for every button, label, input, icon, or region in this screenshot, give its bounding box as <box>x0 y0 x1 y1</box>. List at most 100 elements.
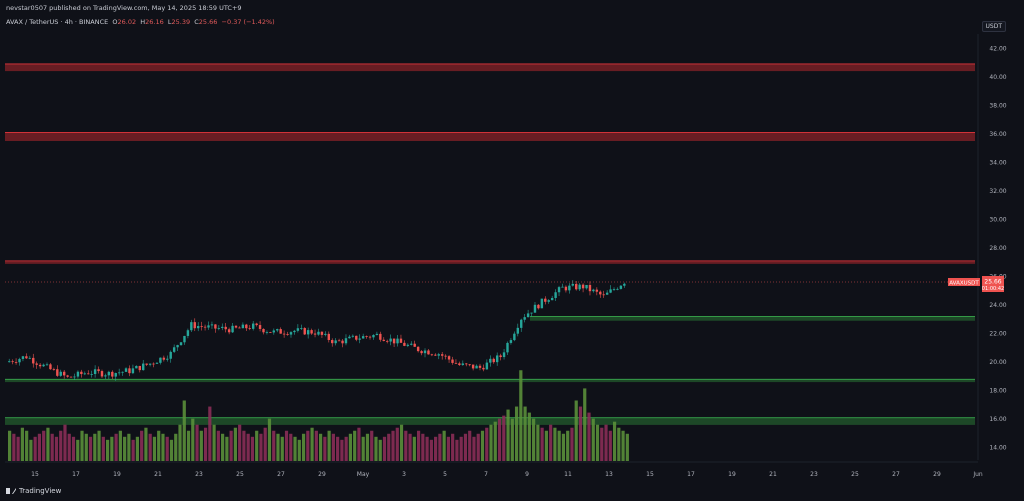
candle[interactable] <box>520 319 523 328</box>
candle[interactable] <box>303 328 306 335</box>
candle[interactable] <box>564 286 568 291</box>
candle[interactable] <box>169 351 172 359</box>
candle[interactable] <box>557 287 561 293</box>
candle[interactable] <box>616 288 619 290</box>
candle[interactable] <box>56 369 59 376</box>
candle[interactable] <box>581 284 585 289</box>
candle[interactable] <box>399 338 403 343</box>
candle[interactable] <box>365 336 368 337</box>
candle[interactable] <box>368 336 372 338</box>
candle[interactable] <box>121 371 124 373</box>
candle[interactable] <box>327 333 330 341</box>
candle[interactable] <box>619 285 623 289</box>
candle[interactable] <box>406 344 410 346</box>
candle[interactable] <box>207 325 210 328</box>
candle[interactable] <box>176 345 179 348</box>
candle[interactable] <box>482 367 485 370</box>
candle[interactable] <box>145 363 148 365</box>
candle[interactable] <box>159 357 162 363</box>
candle[interactable] <box>251 323 255 329</box>
candle[interactable] <box>609 289 612 293</box>
candle[interactable] <box>516 327 520 334</box>
candle[interactable] <box>568 285 571 291</box>
candle[interactable] <box>396 338 399 344</box>
candle[interactable] <box>241 324 245 329</box>
candle[interactable] <box>210 324 214 326</box>
candle[interactable] <box>166 358 169 360</box>
candle[interactable] <box>272 330 276 333</box>
candle[interactable] <box>282 333 286 335</box>
candle[interactable] <box>231 325 234 333</box>
candle[interactable] <box>313 333 317 335</box>
candle[interactable] <box>355 335 358 340</box>
candle[interactable] <box>111 371 114 377</box>
candle[interactable] <box>361 336 365 339</box>
candle[interactable] <box>437 354 440 356</box>
candle[interactable] <box>427 350 430 355</box>
candle[interactable] <box>124 368 128 372</box>
candle[interactable] <box>451 359 454 363</box>
candle[interactable] <box>234 325 238 328</box>
candle[interactable] <box>11 361 14 363</box>
candle[interactable] <box>214 324 217 329</box>
candle[interactable] <box>375 333 379 336</box>
candle[interactable] <box>344 338 348 344</box>
candle[interactable] <box>80 371 83 375</box>
candle[interactable] <box>530 312 533 314</box>
candle[interactable] <box>18 358 21 363</box>
candle[interactable] <box>605 292 609 295</box>
candle[interactable] <box>69 376 73 378</box>
candle[interactable] <box>62 371 66 376</box>
candle[interactable] <box>258 325 262 329</box>
candle[interactable] <box>117 372 121 374</box>
candle[interactable] <box>592 289 595 292</box>
candle[interactable] <box>337 340 341 342</box>
candle[interactable] <box>25 356 28 359</box>
candle[interactable] <box>248 328 251 330</box>
candle[interactable] <box>14 362 18 363</box>
resistance-zone[interactable] <box>5 63 975 72</box>
candle[interactable] <box>186 330 190 336</box>
candle[interactable] <box>372 335 375 338</box>
candle[interactable] <box>262 328 265 333</box>
candle[interactable] <box>224 326 227 330</box>
candle[interactable] <box>571 283 574 286</box>
candle[interactable] <box>35 363 38 365</box>
candle[interactable] <box>97 369 100 372</box>
currency-unit-badge[interactable]: USDT <box>981 21 1006 32</box>
candle[interactable] <box>179 342 183 346</box>
candle[interactable] <box>142 363 145 371</box>
candle[interactable] <box>423 350 427 354</box>
candle[interactable] <box>265 332 269 333</box>
candle[interactable] <box>331 340 334 344</box>
candle[interactable] <box>465 363 468 365</box>
candle[interactable] <box>279 329 282 334</box>
candle[interactable] <box>245 324 248 329</box>
candle[interactable] <box>547 300 550 302</box>
candle[interactable] <box>413 343 416 347</box>
candle[interactable] <box>238 327 241 329</box>
support-zone[interactable] <box>5 379 975 383</box>
candle[interactable] <box>509 340 513 343</box>
candle[interactable] <box>42 364 45 367</box>
candle[interactable] <box>489 358 492 363</box>
candle[interactable] <box>227 329 231 333</box>
candle[interactable] <box>49 364 52 370</box>
candle[interactable] <box>76 371 80 377</box>
candle[interactable] <box>454 362 458 364</box>
candle[interactable] <box>623 283 626 286</box>
candle[interactable] <box>533 304 537 313</box>
candle[interactable] <box>152 363 155 365</box>
candle[interactable] <box>379 333 382 340</box>
candle[interactable] <box>561 286 564 288</box>
candle[interactable] <box>28 357 32 359</box>
candle[interactable] <box>392 338 396 344</box>
candle[interactable] <box>21 356 25 359</box>
candle[interactable] <box>324 333 327 335</box>
candle[interactable] <box>550 297 554 301</box>
candle[interactable] <box>420 351 423 354</box>
candle[interactable] <box>200 325 203 327</box>
candle[interactable] <box>306 330 310 335</box>
candle[interactable] <box>495 355 499 363</box>
